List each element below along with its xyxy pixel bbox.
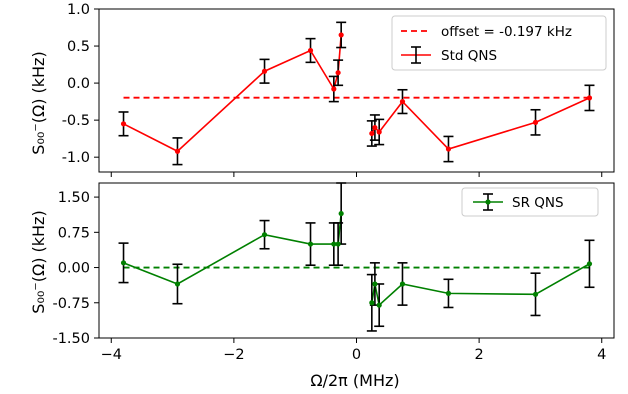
x-tick-label: 4 <box>597 347 606 363</box>
data-point <box>307 47 314 54</box>
x-tick-label: 0 <box>352 347 361 363</box>
bottom-y-axis-label: S₀₀⁻(Ω) (kHz) <box>29 210 48 313</box>
data-point <box>445 290 452 296</box>
y-tick-label: 0.5 <box>67 39 90 55</box>
y-tick-label: -1.0 <box>62 150 90 166</box>
x-tick-label: −4 <box>101 347 122 363</box>
data-point <box>338 32 344 38</box>
x-tick-label: −2 <box>223 347 244 363</box>
legend-sr-qns-label: SR QNS <box>512 195 564 211</box>
series-line <box>123 213 342 285</box>
top-y-axis-label: S₀₀⁻(Ω) (kHz) <box>29 51 48 154</box>
data-point <box>445 146 452 152</box>
data-point <box>331 86 337 92</box>
legend-std-qns-swatch <box>401 46 431 64</box>
y-tick-label: 0.75 <box>58 225 90 241</box>
data-point <box>307 241 314 247</box>
legend-std-qns-label: Std QNS <box>441 48 497 64</box>
data-point <box>120 260 127 266</box>
y-tick-label: -1.50 <box>52 331 90 347</box>
bottom-panel: -1.50 -0.75 0.00 0.75 1.50 −4 −2 0 2 4 S₀₀⁻(Ω) (… <box>29 182 615 390</box>
data-point <box>586 261 593 267</box>
data-point <box>335 70 341 76</box>
data-point <box>261 68 268 74</box>
legend-sr-qns-swatch <box>473 193 503 211</box>
series-line <box>371 97 590 150</box>
data-point <box>372 281 378 287</box>
data-point <box>376 129 382 135</box>
data-point <box>586 95 593 101</box>
data-point <box>174 148 181 154</box>
x-tick-label: 2 <box>475 347 484 363</box>
y-tick-label: -0.75 <box>52 296 90 312</box>
data-point <box>372 124 378 131</box>
data-point <box>335 241 341 247</box>
legend-offset-label: offset = -0.197 kHz <box>441 24 572 40</box>
data-point <box>532 119 539 125</box>
y-tick-label: 0.00 <box>58 261 90 277</box>
top-panel: -1.0 -0.5 0.0 0.5 1.0 S₀₀⁻(Ω) (kHz) offset =… <box>29 2 615 177</box>
data-point <box>399 99 406 105</box>
data-point <box>120 121 127 127</box>
data-point <box>399 281 406 287</box>
data-point <box>532 291 539 297</box>
x-axis-label: Ω/2π (MHz) <box>310 371 399 390</box>
data-point <box>369 300 375 306</box>
y-tick-label: 1.0 <box>67 2 90 18</box>
top-legend: offset = -0.197 kHz Std QNS <box>391 15 607 71</box>
data-point <box>369 130 375 137</box>
y-tick-label: 1.50 <box>58 190 90 206</box>
data-point <box>174 281 181 287</box>
data-point <box>331 241 337 247</box>
y-tick-label: 0.0 <box>67 76 90 92</box>
series-line <box>123 34 342 153</box>
y-tick-label: -0.5 <box>62 113 90 129</box>
bottom-legend: SR QNS <box>461 187 599 217</box>
data-point <box>338 210 344 217</box>
data-point <box>376 302 382 308</box>
data-point <box>261 232 268 238</box>
